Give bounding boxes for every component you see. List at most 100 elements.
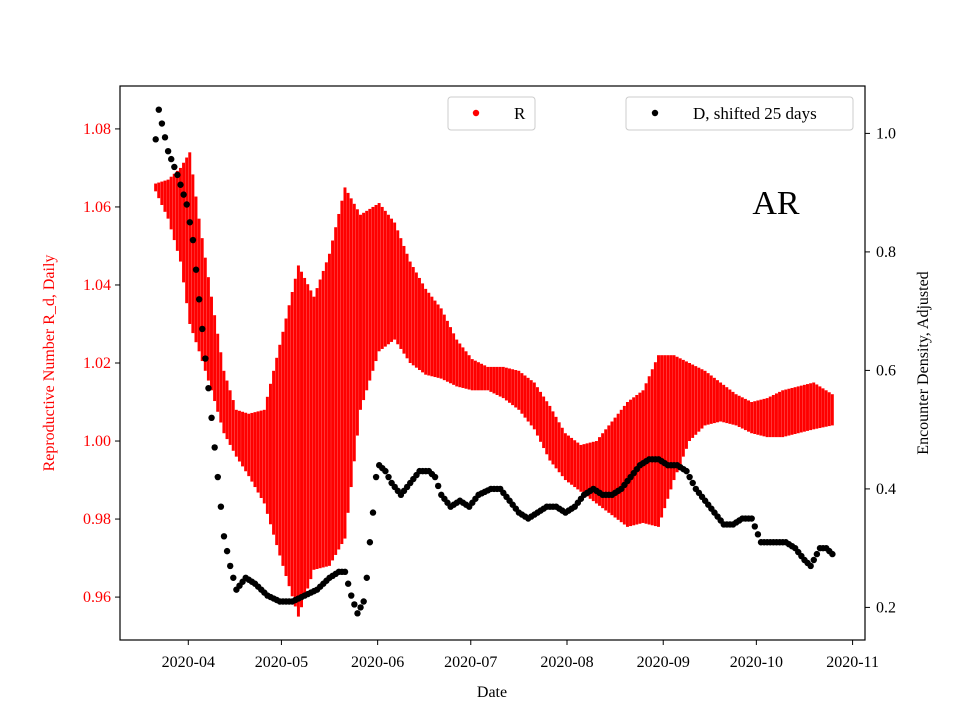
left-y-tick-label: 1.04 [83,277,111,294]
r-band-bar [750,402,753,433]
r-band-bar [583,444,586,494]
d-point [348,592,354,598]
d-point [177,182,183,188]
r-band-bar [604,429,607,510]
left-y-tick-label: 0.98 [83,511,111,528]
d-point [190,237,196,243]
r-band-bar [418,278,421,370]
r-band-bar [219,352,222,422]
chart: 0.960.981.001.021.041.061.08 0.20.40.60.… [0,0,960,720]
d-point [224,548,230,554]
r-band-bar [440,308,443,378]
right-y-tick-label: 0.6 [876,362,896,379]
r-band-bar [154,184,157,192]
d-point [354,610,360,616]
r-band-bar [356,209,359,435]
r-band-bar [393,223,396,340]
r-band-bar [676,357,679,472]
d-point [367,539,373,545]
d-point [370,509,376,515]
right-y-tick-label: 0.2 [876,599,896,616]
r-band-bar [769,397,772,438]
r-band-bar [654,362,657,526]
r-band-layer [154,152,834,616]
legend-d-label: D, shifted 25 days [693,104,817,123]
r-band-bar [800,386,803,433]
r-band-bar [260,411,263,498]
r-band-bar [493,367,496,394]
r-band-bar [620,410,623,522]
right-y-tick-label: 0.4 [876,481,896,498]
r-band-bar [803,385,806,432]
r-band-bar [365,211,368,390]
r-band-bar [511,369,514,405]
d-point [227,563,233,569]
r-band-bar [226,381,229,440]
r-band-bar [182,163,185,283]
r-band-bar [312,297,315,570]
r-band-bar [766,398,769,437]
r-band-bar [536,387,539,435]
r-band-bar [241,412,244,467]
r-band-bar [371,207,374,371]
r-band-bar [409,262,412,363]
r-band-bar [635,395,638,525]
r-band-bar [741,397,744,428]
r-band-bar [642,390,645,523]
d-point [342,569,348,575]
r-band-bar [763,399,766,436]
r-band-bar [610,422,613,516]
left-y-tick-label: 0.96 [83,589,111,606]
r-band-bar [539,392,542,442]
plot-frame [120,86,865,640]
r-band-bar [558,422,561,472]
r-band-bar [471,359,474,390]
d-point [345,581,351,587]
r-band-bar [434,301,437,377]
r-band-bar [732,392,735,425]
r-band-bar [645,383,648,523]
d-point [690,480,696,486]
r-band-bar [191,174,194,333]
r-band-bar [216,334,219,412]
r-band-bar [235,410,238,457]
d-point [752,523,758,529]
d-point [360,598,366,604]
r-band-bar [430,297,433,377]
r-band-bar [567,436,570,483]
d-point [373,474,379,480]
r-band-bar [468,355,471,389]
r-band-bar [477,362,480,390]
d-point [385,474,391,480]
r-band-bar [818,386,821,428]
d-point [162,134,168,140]
x-tick-label: 2020-10 [730,654,783,671]
r-band-bar [424,289,427,375]
d-point [686,474,692,480]
r-band-bar [185,158,188,304]
r-band-bar [669,355,672,489]
r-band-bar [564,433,567,480]
r-band-bar [465,351,468,388]
r-band-bar [527,378,530,422]
left-y-axis-label: Reproductive Number R_d, Daily [41,255,58,472]
r-band-bar [685,361,688,448]
r-band-bar [337,214,340,550]
r-band-bar [427,293,430,376]
r-band-bar [561,428,564,476]
r-band-bar [514,370,517,407]
r-band-bar [756,400,759,434]
r-band-bar [328,254,331,566]
r-band-bar [250,413,253,482]
d-dots-layer [153,107,836,617]
r-band-bar [334,227,337,555]
r-band-bar [309,290,312,579]
d-point [683,468,689,474]
r-band-bar [362,213,365,400]
r-band-bar [707,373,710,425]
r-band-bar [281,332,284,566]
r-band-bar [555,417,558,469]
r-band-bar [406,254,409,359]
d-point [196,296,202,302]
r-band-bar [517,371,520,410]
